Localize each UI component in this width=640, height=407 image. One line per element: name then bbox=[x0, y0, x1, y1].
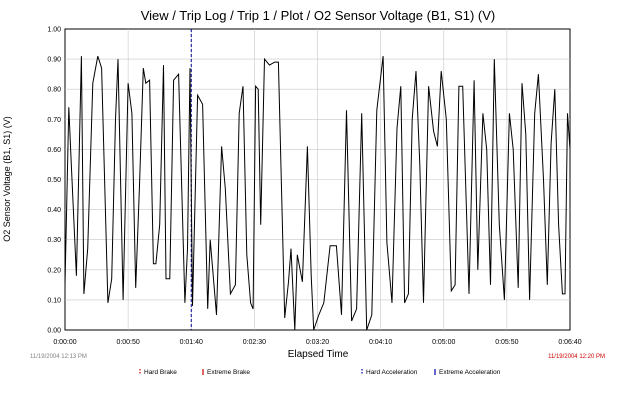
legend-label: Hard Brake bbox=[144, 369, 177, 376]
y-tick-label: 0.30 bbox=[47, 237, 61, 244]
y-tick-labels: 0.00 0.10 0.20 0.30 0.40 0.50 0.60 0.70 0.80 0.90… bbox=[47, 27, 61, 335]
x-tick-label: 0:04:10 bbox=[369, 339, 392, 346]
x-tick-label: 0:02:30 bbox=[243, 339, 266, 346]
x-tick-label: 0:01:40 bbox=[180, 339, 203, 346]
legend-label: Extreme Brake bbox=[207, 369, 250, 376]
y-tick-label: 0.50 bbox=[47, 177, 61, 184]
chart-title: View / Trip Log / Trip 1 / Plot / O2 Sen… bbox=[141, 8, 496, 23]
series-lines bbox=[64, 55, 571, 331]
y-tick-label: 0.10 bbox=[47, 297, 61, 304]
y-tick-label: 0.90 bbox=[47, 57, 61, 64]
y-tick-label: 0.60 bbox=[47, 147, 61, 154]
x-tick-label: 0:03:20 bbox=[306, 339, 329, 346]
x-tick-label: 0:05:50 bbox=[495, 339, 518, 346]
start-time-stamp: 11/19/2004 12:13 PM bbox=[30, 354, 87, 360]
y-tick-label: 0.40 bbox=[47, 207, 61, 214]
x-tick-labels: 0:00:00 0:00:50 0:01:40 0:02:30 0:03:20 0:04:… bbox=[53, 339, 581, 346]
x-axis-label: Elapsed Time bbox=[288, 349, 349, 360]
series-line bbox=[64, 55, 571, 331]
y-tick-label: 0.00 bbox=[47, 328, 61, 335]
end-time-stamp: 11/19/2004 12:20 PM bbox=[548, 354, 605, 360]
x-tick-label: 0:00:50 bbox=[116, 339, 139, 346]
y-tick-label: 0.20 bbox=[47, 267, 61, 274]
y-tick-label: 1.00 bbox=[47, 27, 61, 34]
x-tick-label: 0:05:00 bbox=[432, 339, 455, 346]
y-tick-label: 0.70 bbox=[47, 117, 61, 124]
legend-label: Extreme Acceleration bbox=[439, 369, 501, 376]
y-axis-label: O2 Sensor Voltage (B1, S1) (V) bbox=[2, 116, 12, 242]
legend-label: Hard Acceleration bbox=[366, 369, 418, 376]
x-tick-label: 0:06:40 bbox=[558, 339, 581, 346]
legend: Hard Brake Extreme Brake Hard Acceleration… bbox=[139, 369, 501, 376]
x-tick-label: 0:00:00 bbox=[53, 339, 76, 346]
y-tick-label: 0.80 bbox=[47, 87, 61, 94]
